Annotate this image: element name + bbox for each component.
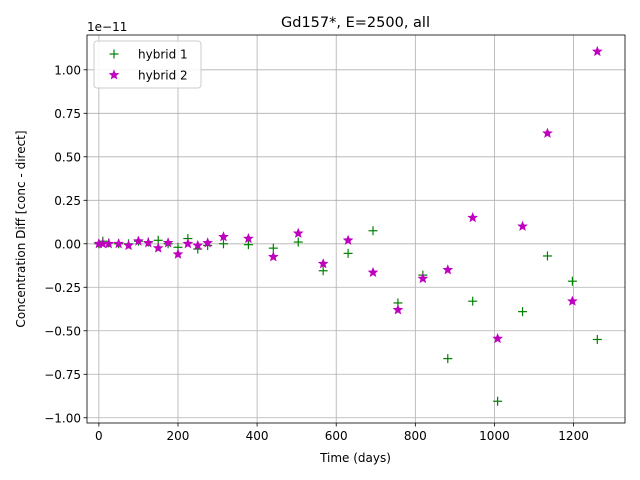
x-tick-label: 800 <box>404 429 427 443</box>
data-point <box>268 243 278 253</box>
data-point <box>518 307 528 317</box>
data-point <box>467 212 479 223</box>
data-point <box>392 304 404 315</box>
x-tick-label: 600 <box>325 429 348 443</box>
data-point <box>293 237 303 247</box>
y-tick-label: 0.25 <box>54 194 81 208</box>
chart-title: Gd157*, E=2500, all <box>281 15 430 31</box>
y-tick-label: −0.25 <box>44 281 81 295</box>
data-point <box>443 354 453 364</box>
series-hybrid-2 <box>93 45 603 344</box>
data-point <box>218 231 229 242</box>
data-points <box>93 45 603 406</box>
x-axis-label: Time (days) <box>319 451 391 465</box>
x-tick-label: 1200 <box>558 429 589 443</box>
data-point <box>343 248 353 258</box>
data-point <box>317 258 329 269</box>
y-tick-label: 1.00 <box>54 63 81 77</box>
data-point <box>493 396 503 406</box>
y-tick-label: 0.00 <box>54 237 81 251</box>
plot-frame <box>86 34 626 424</box>
data-point <box>591 45 603 57</box>
data-point <box>567 295 578 306</box>
legend: hybrid 1 hybrid 2 <box>93 40 202 89</box>
legend-marker <box>109 49 119 59</box>
data-point <box>468 296 478 306</box>
grid-lines <box>87 35 625 423</box>
legend-label: hybrid 1 <box>138 48 188 62</box>
data-point <box>442 264 454 275</box>
data-point <box>267 251 279 262</box>
data-point <box>123 239 134 251</box>
data-point <box>368 226 378 236</box>
data-point <box>172 248 184 259</box>
x-axis-ticks: 0 200 400 600 800 1000 1200 <box>95 423 589 443</box>
data-point <box>318 266 328 276</box>
data-point <box>202 237 213 248</box>
data-point <box>542 127 553 138</box>
data-point <box>417 272 429 284</box>
data-point <box>367 266 379 278</box>
data-point <box>243 240 253 250</box>
y-tick-label: −0.50 <box>44 324 81 338</box>
x-tick-label: 1000 <box>479 429 510 443</box>
y-tick-label: −1.00 <box>44 411 81 425</box>
data-point <box>567 276 577 286</box>
data-point <box>192 239 204 251</box>
data-point <box>218 239 228 249</box>
data-point <box>162 237 174 248</box>
x-tick-label: 400 <box>246 429 269 443</box>
data-point <box>492 332 503 344</box>
data-point <box>103 238 115 249</box>
y-tick-label: 0.50 <box>54 150 81 164</box>
y-tick-label: 0.75 <box>54 107 81 121</box>
x-tick-label: 0 <box>95 429 103 443</box>
y-axis-label: Concentration Diff [conc - direct] <box>14 130 28 327</box>
data-point <box>152 242 164 253</box>
y-axis-offset-label: 1e−11 <box>87 20 127 34</box>
x-tick-label: 200 <box>167 429 190 443</box>
legend-label: hybrid 2 <box>138 69 188 83</box>
data-point <box>182 238 194 249</box>
data-point <box>243 232 254 244</box>
legend-box <box>93 40 202 89</box>
data-point <box>292 227 304 238</box>
data-point <box>592 334 602 344</box>
data-point <box>517 220 528 231</box>
data-point <box>133 235 144 246</box>
y-tick-label: −0.75 <box>44 368 81 382</box>
data-point <box>142 237 154 248</box>
data-point <box>113 238 124 249</box>
data-point <box>342 234 354 245</box>
legend-marker <box>108 69 120 80</box>
data-point <box>542 251 552 261</box>
y-axis-ticks: −1.00 −0.75 −0.50 −0.25 0.00 0.25 0.50 0.75 1.00 <box>44 63 87 425</box>
